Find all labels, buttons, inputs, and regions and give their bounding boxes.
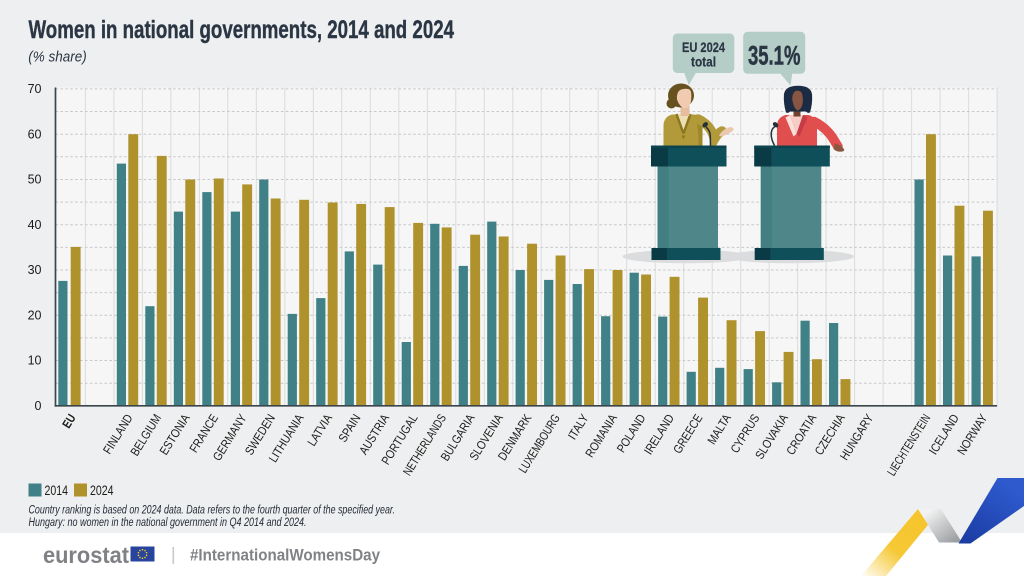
svg-text:EU 2024: EU 2024 [682, 39, 725, 55]
svg-text:40: 40 [28, 218, 42, 232]
svg-text:eurostat: eurostat [43, 542, 129, 568]
svg-text:0: 0 [35, 399, 42, 413]
svg-text:total: total [691, 54, 716, 70]
svg-text:30: 30 [28, 263, 42, 277]
svg-text:#InternationalWomensDay: #InternationalWomensDay [190, 546, 380, 565]
svg-text:2014: 2014 [45, 483, 69, 498]
svg-text:70: 70 [28, 82, 42, 96]
svg-text:10: 10 [28, 354, 42, 368]
svg-text:2024: 2024 [90, 483, 114, 498]
svg-text:EU: EU [60, 412, 79, 431]
svg-text:50: 50 [28, 173, 42, 187]
svg-text:60: 60 [28, 127, 42, 141]
svg-text:20: 20 [28, 309, 42, 323]
svg-text:Women in national governments,: Women in national governments, 2014 and … [29, 16, 455, 44]
svg-text:35.1%: 35.1% [748, 41, 801, 71]
svg-text:(% share): (% share) [28, 49, 87, 66]
svg-text:Country ranking is based on 20: Country ranking is based on 2024 data. D… [29, 503, 396, 517]
svg-text:Hungary: no women in the natio: Hungary: no women in the national govern… [29, 515, 307, 529]
